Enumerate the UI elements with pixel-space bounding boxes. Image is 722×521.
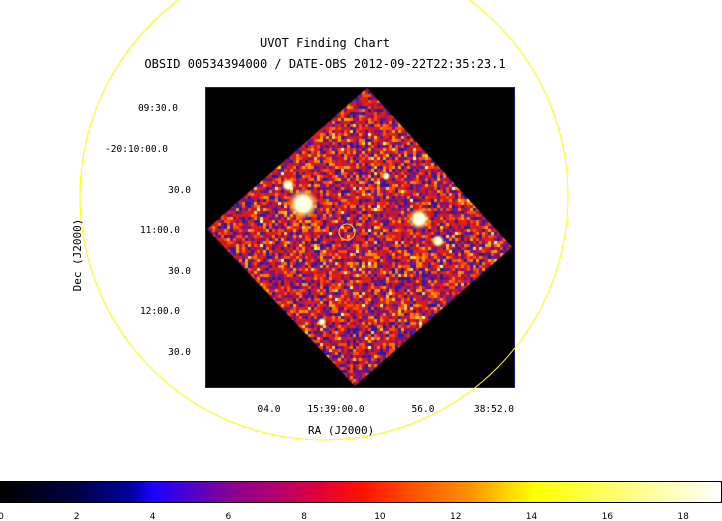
x-tick-label: 04.0 (257, 404, 281, 415)
y-tick-label: 11:00.0 (139, 225, 180, 236)
x-tick-label: 38:52.0 (473, 404, 515, 415)
x-axis-label: RA (J2000) (308, 424, 375, 437)
colorbar-tick-label: 10 (374, 512, 386, 521)
colorbar-tick-label: 6 (225, 512, 232, 521)
y-tick-label: 12:00.0 (139, 306, 180, 317)
colorbar-tick-label: 8 (301, 512, 308, 521)
colorbar-tick-label: 16 (601, 512, 614, 521)
image-frame (205, 87, 515, 388)
colorbar-tick-label: 2 (73, 512, 80, 521)
chart-title: UVOT Finding Chart (259, 36, 391, 50)
colorbar-tick-label: 4 (149, 512, 156, 521)
y-tick-label: -20:10:00.0 (105, 144, 168, 155)
y-tick-label: 30.0 (168, 266, 191, 277)
sky-image (206, 88, 514, 387)
y-tick-label: 30.0 (168, 347, 191, 358)
x-tick-label: 56.0 (411, 404, 435, 415)
y-tick-label: 30.0 (168, 185, 191, 196)
colorbar-tick-label: 18 (677, 512, 689, 521)
colorbar-tick-label: 0 (0, 512, 4, 521)
colorbar (0, 481, 722, 503)
field-of-view-circle (79, 0, 569, 441)
colorbar-tick-label: 12 (450, 512, 462, 521)
y-axis-label: Dec (J2000) (71, 218, 84, 292)
y-tick-label: 09:30.0 (137, 103, 178, 114)
chart-subtitle: OBSID 00534394000 / DATE-OBS 2012-09-22T… (144, 57, 506, 71)
target-marker (338, 223, 356, 241)
x-tick-label: 15:39:00.0 (307, 404, 365, 415)
colorbar-tick-label: 14 (525, 512, 538, 521)
